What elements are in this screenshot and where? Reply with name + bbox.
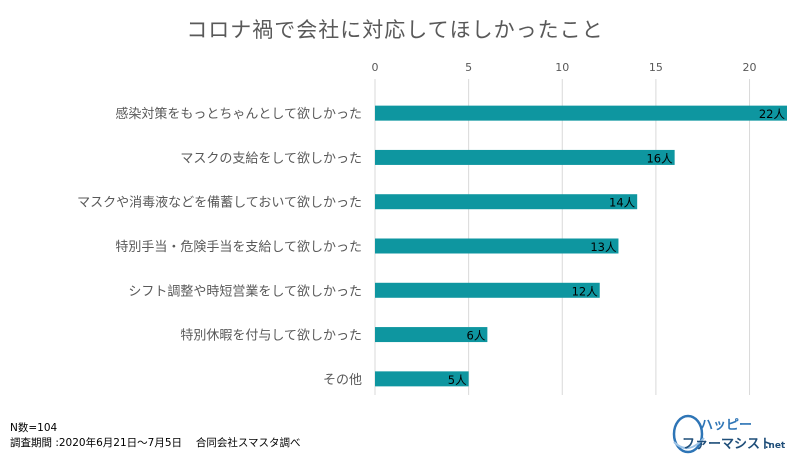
data-labels: 22人 16人 14人 13人 12人 6人 5人: [448, 107, 786, 387]
data-label: 5人: [448, 373, 467, 387]
bars: [375, 105, 787, 387]
x-tick-label: 20: [743, 61, 757, 74]
data-label: 14人: [609, 196, 636, 210]
data-label: 13人: [590, 240, 617, 254]
category-label: マスクや消毒液などを備蓄しておいて欲しかった: [77, 195, 362, 211]
survey-period-note: 調査期間 :2020年6月21日～7月5日 合同会社スマスタ調べ: [10, 437, 301, 449]
category-label: 特別手当・危険手当を支給して欲しかった: [115, 239, 362, 255]
data-label: 22人: [759, 107, 786, 121]
x-tick-label: 5: [465, 61, 472, 74]
bar: [375, 238, 619, 254]
data-label: 6人: [467, 329, 486, 343]
category-label: シフト調整や時短営業をして欲しかった: [128, 283, 362, 299]
category-label: マスクの支給をして欲しかった: [180, 150, 362, 166]
x-tick-label: 0: [372, 61, 379, 74]
sample-size-note: N数=104: [10, 422, 58, 434]
happy-pharmacist-logo[interactable]: ハッピー ファーマシスト .net: [670, 412, 785, 457]
bar: [375, 194, 638, 210]
bar: [375, 149, 675, 165]
bar: [375, 327, 488, 343]
x-tick-label: 15: [649, 61, 663, 74]
logo-text-top: ハッピー: [700, 418, 752, 433]
gridlines: [374, 79, 751, 395]
category-labels: 感染対策をもっとちゃんとして欲しかったマスクの支給をして欲しかったマスクや消毒液…: [77, 106, 362, 388]
category-label: 感染対策をもっとちゃんとして欲しかった: [115, 106, 362, 122]
logo-suffix: .net: [765, 441, 785, 451]
bar-chart: 0 5 10 15 20 感染対策をもっとちゃんとして欲しかったマスクの支給をして欲しか…: [77, 61, 787, 395]
bar: [375, 105, 787, 121]
chart-title: コロナ禍で会社に対応してほしかったこと: [186, 18, 604, 42]
logo-text-bottom: ファーマシスト: [682, 437, 773, 452]
x-tick-labels: 0 5 10 15 20: [372, 61, 757, 74]
bar: [375, 371, 469, 387]
data-label: 16人: [646, 151, 673, 165]
category-label: 特別休暇を付与して欲しかった: [180, 328, 362, 344]
x-tick-label: 10: [555, 61, 569, 74]
bar: [375, 282, 600, 298]
logo-swoosh-icon: [672, 414, 704, 454]
category-label: その他: [323, 373, 362, 388]
data-label: 12人: [572, 284, 599, 298]
